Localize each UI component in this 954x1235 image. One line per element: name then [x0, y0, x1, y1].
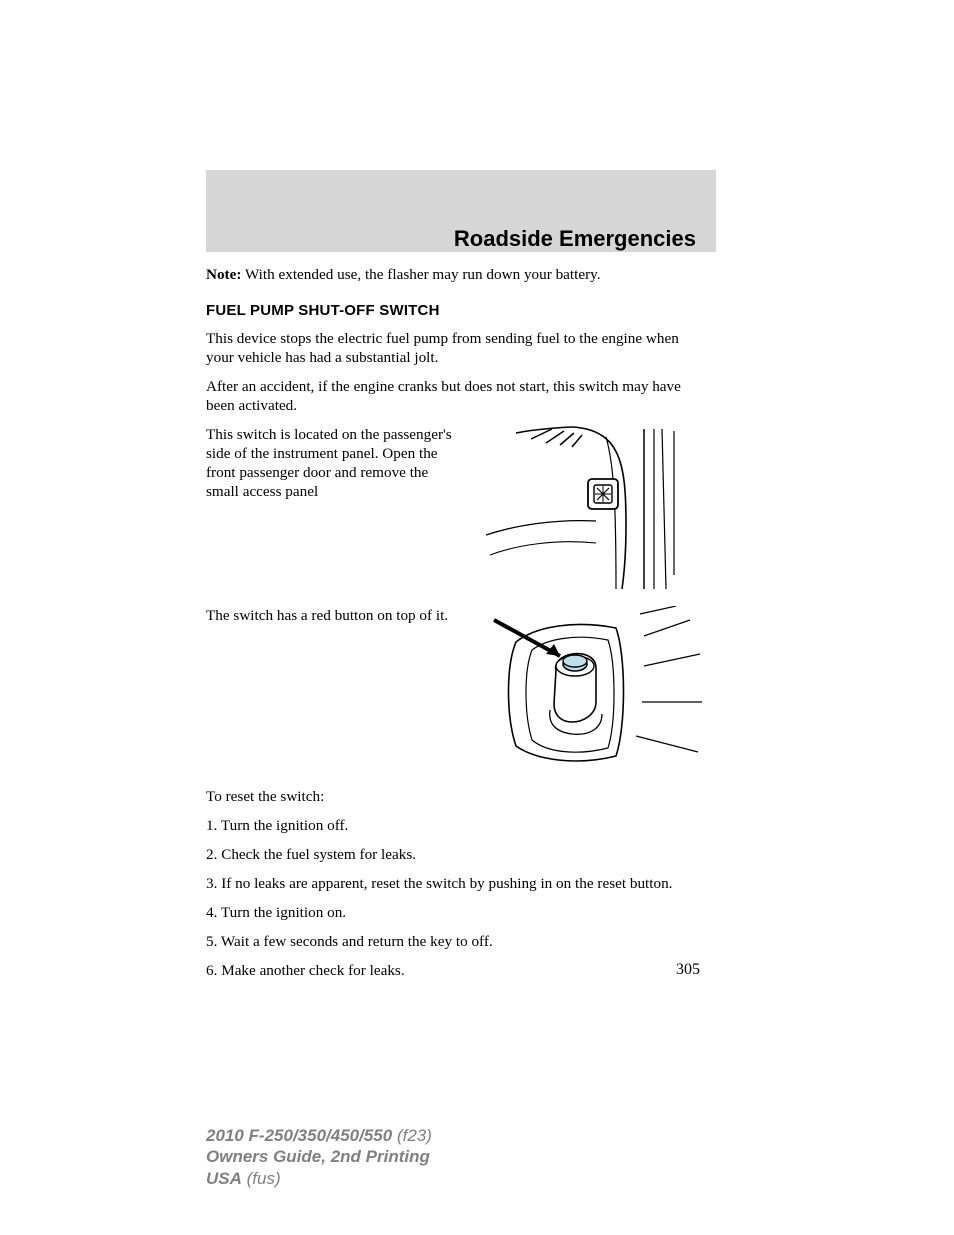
step-6: 6. Make another check for leaks. [206, 961, 706, 980]
subheading-fuel-pump: FUEL PUMP SHUT-OFF SWITCH [206, 302, 706, 321]
paragraph-4: The switch has a red button on top of it… [206, 606, 462, 625]
panel-location-illustration [476, 425, 706, 589]
illustration-2 [476, 606, 706, 775]
step-3: 3. If no leaks are apparent, reset the s… [206, 874, 706, 893]
footer-code: (f23) [392, 1126, 432, 1145]
step-4: 4. Turn the ignition on. [206, 903, 706, 922]
note-paragraph: Note: With extended use, the flasher may… [206, 265, 706, 284]
note-text: With extended use, the flasher may run d… [241, 266, 600, 283]
footer-model: 2010 F-250/350/450/550 [206, 1126, 392, 1145]
footer: 2010 F-250/350/450/550 (f23) Owners Guid… [206, 1125, 432, 1189]
switch-detail-illustration [476, 606, 706, 770]
paragraph-2: After an accident, if the engine cranks … [206, 377, 706, 415]
step-5: 5. Wait a few seconds and return the key… [206, 932, 706, 951]
step-2: 2. Check the fuel system for leaks. [206, 845, 706, 864]
row-fig1: This switch is located on the passenger'… [206, 425, 706, 594]
page: Roadside Emergencies Note: With extended… [0, 0, 954, 1235]
page-number: 305 [676, 961, 700, 979]
footer-line-2: Owners Guide, 2nd Printing [206, 1146, 432, 1167]
note-label: Note: [206, 266, 241, 283]
row-fig2: The switch has a red button on top of it… [206, 606, 706, 775]
paragraph-3: This switch is located on the passenger'… [206, 425, 462, 501]
paragraph-1: This device stops the electric fuel pump… [206, 329, 706, 367]
footer-region-code: (fus) [242, 1169, 281, 1188]
footer-line-1: 2010 F-250/350/450/550 (f23) [206, 1125, 432, 1146]
footer-line-3: USA (fus) [206, 1168, 432, 1189]
footer-region: USA [206, 1169, 242, 1188]
illustration-1 [476, 425, 706, 594]
step-1: 1. Turn the ignition off. [206, 816, 706, 835]
section-title: Roadside Emergencies [206, 226, 696, 252]
reset-heading: To reset the switch: [206, 787, 706, 806]
body-content: Note: With extended use, the flasher may… [206, 265, 706, 990]
